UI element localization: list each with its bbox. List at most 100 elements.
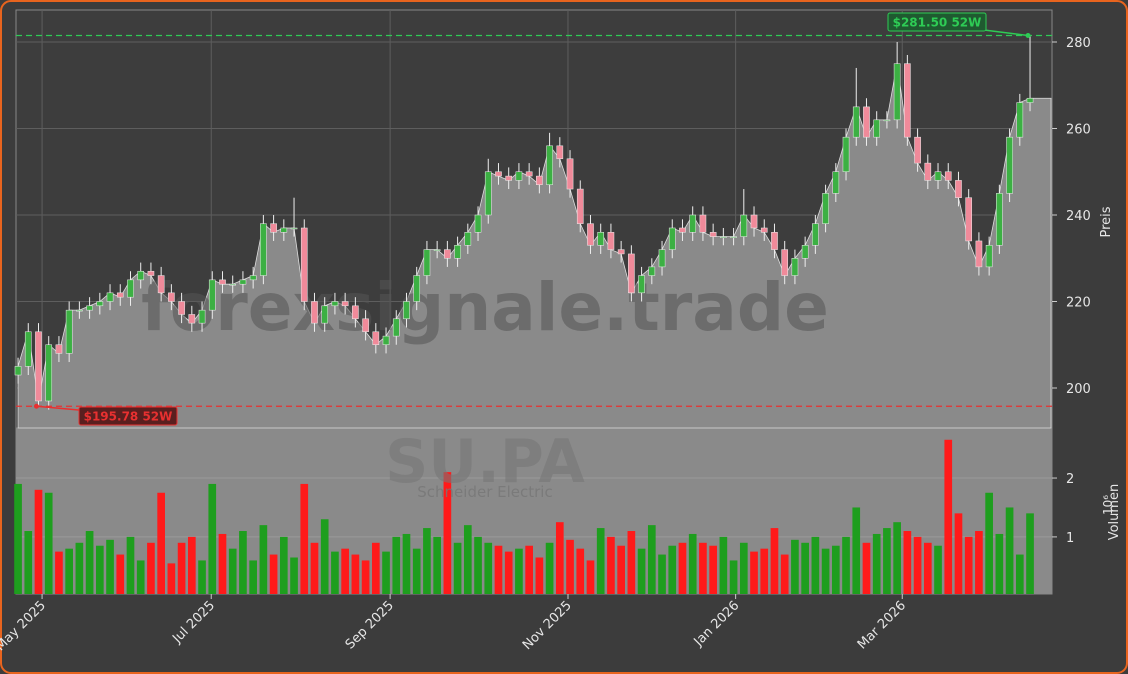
candle-body <box>771 232 778 250</box>
candle-body <box>219 279 226 285</box>
volume-bar <box>934 545 942 594</box>
candle-body <box>270 223 277 233</box>
volume-bar <box>801 542 809 594</box>
candle-body <box>668 227 676 250</box>
volume-bar <box>852 507 861 594</box>
candle-body <box>331 301 339 307</box>
volume-bar <box>382 551 390 594</box>
volume-bar <box>555 522 564 594</box>
y-tick-label: 200 <box>1066 382 1091 397</box>
volume-bar <box>862 542 871 594</box>
y-tick-label: 280 <box>1066 36 1091 51</box>
candle-body <box>965 197 973 242</box>
candle-body <box>403 301 410 320</box>
volume-bar <box>484 542 493 594</box>
volume-bar <box>136 560 145 594</box>
candle-body <box>924 162 932 181</box>
volume-bar <box>883 528 891 594</box>
candle-body <box>863 106 870 138</box>
candle-body <box>740 214 748 237</box>
candle-body <box>934 171 942 181</box>
volume-bar <box>371 542 380 594</box>
volume-bar <box>831 545 840 594</box>
volume-bar <box>167 563 176 594</box>
candle-body <box>168 292 175 302</box>
candle-body <box>720 236 727 238</box>
y-tick-label: 260 <box>1066 123 1091 138</box>
volume-axis-label: Volumen <box>1107 484 1122 541</box>
candle-body <box>985 245 993 268</box>
volume-bar <box>760 548 769 594</box>
volume-bar <box>14 483 22 594</box>
volume-bar <box>586 560 595 594</box>
candle-body <box>14 366 22 376</box>
volume-bar <box>177 542 186 594</box>
volume-bar <box>1015 554 1024 594</box>
candle-body <box>474 214 482 233</box>
volume-bar <box>34 489 43 594</box>
volume-bar <box>699 542 707 594</box>
candle-body <box>536 175 543 185</box>
candle-body <box>433 249 441 251</box>
candle-body <box>178 301 185 315</box>
volume-bar <box>331 551 339 594</box>
candle-body <box>382 335 390 345</box>
volume-bar <box>985 492 993 594</box>
volume-bar <box>65 548 73 594</box>
candle-body <box>515 171 523 181</box>
arrow-head <box>1025 33 1031 39</box>
candle-body <box>484 171 492 216</box>
volume-bar <box>504 551 513 594</box>
candle-body <box>444 249 451 259</box>
candle-body <box>576 188 584 224</box>
annotation-arrow <box>36 405 84 412</box>
volume-bar <box>617 545 625 594</box>
volume-bar <box>709 545 717 594</box>
candle-body <box>781 249 789 276</box>
annotation-arrow <box>983 29 1029 37</box>
candle-body <box>24 331 32 367</box>
candle-body <box>413 275 421 302</box>
candle-body <box>893 63 901 121</box>
candle-body <box>300 227 308 302</box>
candle-body <box>904 63 911 138</box>
volume-bar <box>300 483 309 594</box>
volume-bar <box>208 483 217 594</box>
candle-body <box>617 249 625 255</box>
volume-bar <box>954 513 963 594</box>
volume-bar <box>249 560 257 594</box>
candle-body <box>914 136 921 164</box>
volume-bar <box>147 542 155 594</box>
candle-body <box>55 344 63 354</box>
volume-bar <box>44 492 53 594</box>
volume-bar <box>750 551 758 594</box>
candle-body <box>372 331 380 345</box>
candle-body <box>208 279 216 311</box>
candle-body <box>975 240 983 268</box>
volume-bar <box>412 548 421 594</box>
candle-body <box>495 171 502 177</box>
candle-body <box>76 309 83 312</box>
candle-body <box>362 318 369 333</box>
volume-bar <box>351 554 360 594</box>
volume-bar <box>923 542 932 594</box>
volume-bar <box>474 536 482 594</box>
candle-body <box>454 245 461 259</box>
candle-body <box>689 214 697 233</box>
candle-body <box>1006 136 1013 194</box>
volume-bar <box>453 542 462 594</box>
candle-body <box>587 223 594 246</box>
candle-body <box>699 214 707 233</box>
arrow-head <box>33 403 39 409</box>
volume-bar <box>106 539 114 594</box>
candle-body <box>730 236 737 238</box>
candle-body <box>260 223 267 276</box>
candle-body <box>679 227 686 233</box>
volume-bar <box>647 525 656 594</box>
candle-body <box>1026 97 1034 103</box>
candle-body <box>106 292 114 302</box>
candle-body <box>873 119 881 138</box>
candle-body <box>86 305 93 311</box>
y-axis-label: Preis <box>1099 206 1114 237</box>
